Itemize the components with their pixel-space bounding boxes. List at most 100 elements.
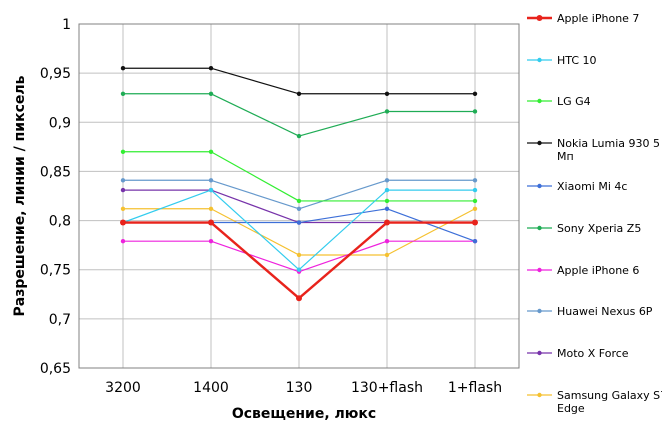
- legend-label: Apple iPhone 7: [557, 12, 639, 25]
- data-point: [296, 295, 302, 302]
- y-axis-title: Разрешение, линии / пиксель: [12, 75, 28, 316]
- legend-swatch-marker: [537, 140, 542, 146]
- data-point: [472, 91, 478, 96]
- x-tick-label: 3200: [105, 380, 141, 396]
- legend-label: Apple iPhone 6: [557, 264, 639, 277]
- data-point: [296, 206, 302, 211]
- x-tick-label: 1400: [193, 380, 229, 396]
- legend-item: Nokia Lumia 930 5 Мп: [527, 137, 660, 163]
- x-tick-label: 1+flash: [448, 380, 502, 396]
- data-point: [120, 66, 126, 71]
- plot-border: [78, 23, 520, 369]
- legend-swatch-marker: [537, 308, 542, 314]
- legend: Apple iPhone 7 HTC 10 LG G4 Nokia Lumia 930…: [527, 12, 662, 415]
- legend-label: LG G4: [557, 95, 591, 108]
- legend-swatch-marker: [537, 225, 542, 231]
- legend-label: Nokia Lumia 930 5 Мп: [557, 137, 660, 163]
- data-point: [384, 91, 390, 96]
- series-1: [120, 219, 478, 302]
- y-tick-label: 0,95: [40, 66, 71, 82]
- legend-item: LG G4: [527, 95, 591, 108]
- data-point: [384, 109, 390, 114]
- legend-label: Samsung Galaxy S7 Edge: [557, 389, 662, 415]
- legend-swatch-marker: [537, 98, 542, 104]
- y-tick-label: 0,85: [40, 164, 71, 180]
- series-10: [120, 206, 478, 258]
- data-point: [296, 220, 302, 225]
- data-point: [120, 149, 126, 154]
- x-tick-label: 130: [286, 380, 313, 396]
- data-point: [384, 198, 390, 204]
- legend-swatch-marker: [537, 350, 542, 356]
- legend-item: Xiaomi Mi 4c: [527, 180, 627, 193]
- grid-lines: [79, 24, 519, 368]
- legend-swatch-marker: [537, 267, 542, 273]
- legend-item: Samsung Galaxy S7 Edge: [527, 389, 662, 415]
- legend-swatch-marker: [537, 57, 542, 63]
- legend-item: Apple iPhone 6: [527, 264, 639, 277]
- legend-item: HTC 10: [527, 54, 597, 67]
- legend-label: Sony Xperia Z5: [557, 222, 641, 235]
- data-point: [472, 187, 478, 193]
- data-point: [296, 133, 302, 139]
- plot-area: [78, 23, 520, 369]
- series-lines: [120, 66, 478, 302]
- y-tick-label: 0,9: [49, 115, 71, 131]
- data-point: [120, 187, 126, 193]
- series-8: [120, 178, 478, 211]
- data-point: [120, 91, 126, 96]
- legend-label: HTC 10: [557, 54, 597, 67]
- legend-item: Sony Xperia Z5: [527, 222, 641, 235]
- legend-item: Huawei Nexus 6P: [527, 305, 653, 318]
- y-tick-label: 0,75: [40, 263, 71, 279]
- y-tick-labels: 0,65 0,7 0,75 0,8 0,85 0,9 0,95 1: [40, 17, 71, 377]
- series-4: [120, 66, 478, 96]
- data-point: [384, 239, 390, 244]
- legend-swatch-marker: [537, 183, 542, 189]
- legend-label: Xiaomi Mi 4c: [557, 180, 627, 193]
- data-point: [120, 239, 126, 244]
- data-point: [120, 219, 126, 226]
- data-point: [472, 239, 478, 244]
- data-point: [208, 178, 214, 183]
- data-point: [296, 252, 302, 258]
- data-point: [120, 206, 126, 211]
- data-point: [208, 66, 214, 71]
- series-3: [120, 149, 478, 204]
- legend-label: Moto X Force: [557, 347, 629, 360]
- data-point: [384, 219, 390, 226]
- y-tick-label: 0,8: [49, 214, 71, 230]
- data-point: [208, 149, 214, 154]
- legend-label: Huawei Nexus 6P: [557, 305, 653, 318]
- legend-swatch-marker: [537, 392, 542, 398]
- data-point: [472, 206, 478, 211]
- data-point: [384, 187, 390, 193]
- y-tick-label: 0,65: [40, 361, 71, 377]
- x-axis-title: Освещение, люкс: [232, 406, 376, 422]
- data-point: [208, 239, 214, 244]
- data-point: [208, 91, 214, 96]
- data-point: [472, 198, 478, 204]
- data-point: [384, 206, 390, 211]
- x-tick-label: 130+flash: [351, 380, 423, 396]
- data-point: [120, 178, 126, 183]
- y-tick-label: 0,7: [49, 312, 71, 328]
- data-point: [384, 252, 390, 258]
- data-point: [296, 91, 302, 96]
- legend-item: Apple iPhone 7: [527, 12, 639, 25]
- data-point: [208, 187, 214, 193]
- data-point: [208, 206, 214, 211]
- legend-item: Moto X Force: [527, 347, 629, 360]
- data-point: [208, 219, 214, 226]
- data-point: [384, 178, 390, 183]
- data-point: [472, 109, 478, 114]
- data-point: [296, 267, 302, 272]
- legend-swatch-marker: [536, 15, 543, 21]
- data-point: [472, 178, 478, 183]
- data-point: [472, 219, 478, 226]
- x-tick-labels: 3200 1400 130 130+flash 1+flash: [105, 380, 502, 396]
- series-6: [120, 91, 478, 139]
- y-tick-label: 1: [62, 17, 71, 33]
- data-point: [296, 198, 302, 204]
